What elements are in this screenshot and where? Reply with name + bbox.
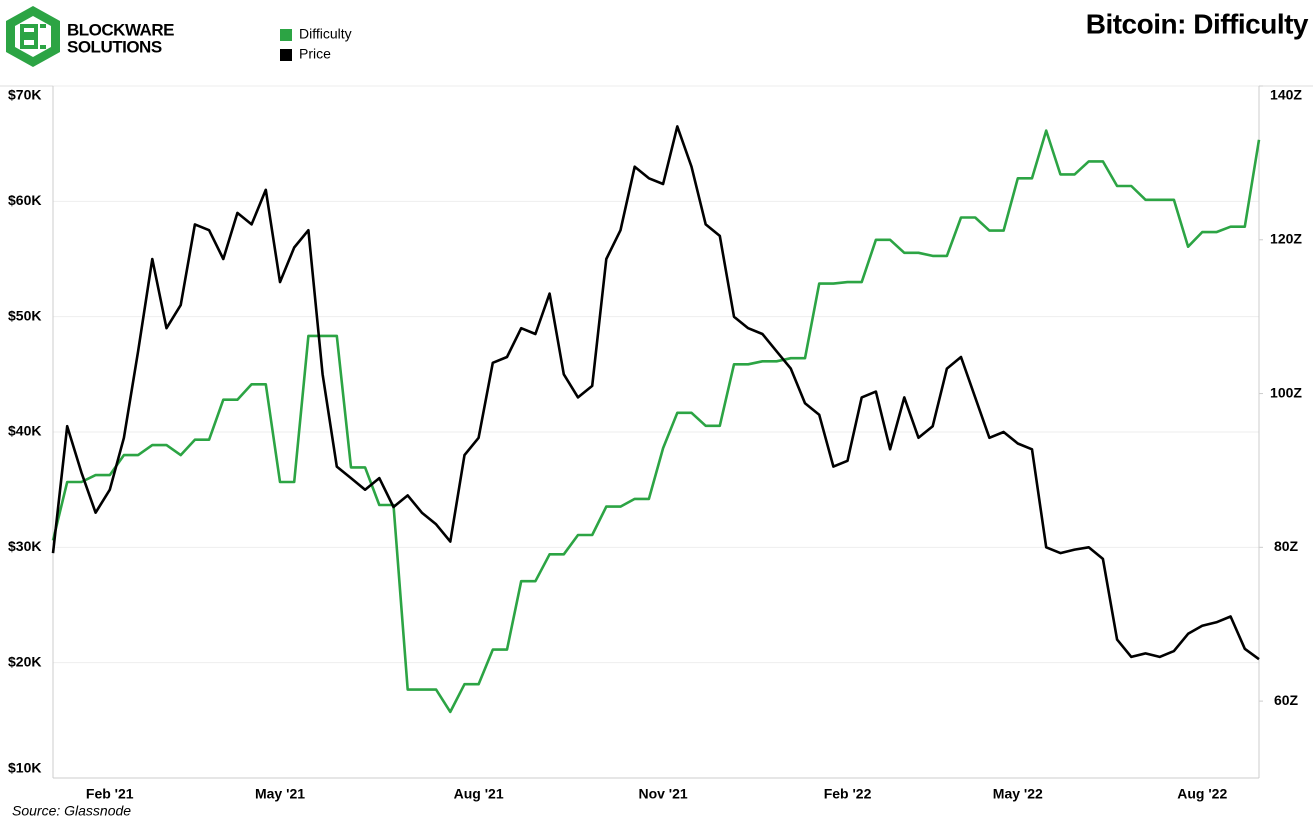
- legend-swatch: [280, 29, 292, 41]
- logo-mark: [20, 24, 46, 49]
- x-tick-label: Aug '22: [1177, 786, 1227, 802]
- y2-tick-label: 80Z: [1274, 538, 1299, 554]
- y-tick-label: $70K: [8, 87, 41, 103]
- y2-tick-label: 140Z: [1270, 87, 1302, 103]
- x-tick-label: May '22: [993, 786, 1043, 802]
- x-tick-label: Feb '22: [824, 786, 872, 802]
- x-tick-label: Feb '21: [86, 786, 134, 802]
- y-tick-label: $10K: [8, 760, 41, 776]
- x-tick-label: Aug '21: [454, 786, 504, 802]
- x-tick-label: Nov '21: [638, 786, 687, 802]
- legend-label: Price: [299, 46, 331, 62]
- y-tick-label: $20K: [8, 653, 41, 669]
- series-line: [51, 125, 1260, 661]
- legend-label: Difficulty: [299, 26, 352, 42]
- y-tick-label: $50K: [8, 307, 41, 323]
- logo: [6, 6, 60, 67]
- brand-line: BLOCKWARE: [67, 20, 174, 39]
- brand-line: SOLUTIONS: [67, 37, 162, 56]
- legend-swatch: [280, 49, 292, 61]
- series-line: [51, 129, 1261, 714]
- x-tick-label: May '21: [255, 786, 305, 802]
- y2-tick-label: 100Z: [1270, 384, 1302, 400]
- y-tick-label: $60K: [8, 192, 41, 208]
- y2-tick-label: 60Z: [1274, 692, 1299, 708]
- y-tick-label: $40K: [8, 423, 41, 439]
- y-tick-label: $30K: [8, 538, 41, 554]
- source-note: Source: Glassnode: [12, 803, 131, 819]
- y2-tick-label: 120Z: [1270, 230, 1302, 246]
- chart-title: Bitcoin: Difficulty: [1086, 8, 1309, 39]
